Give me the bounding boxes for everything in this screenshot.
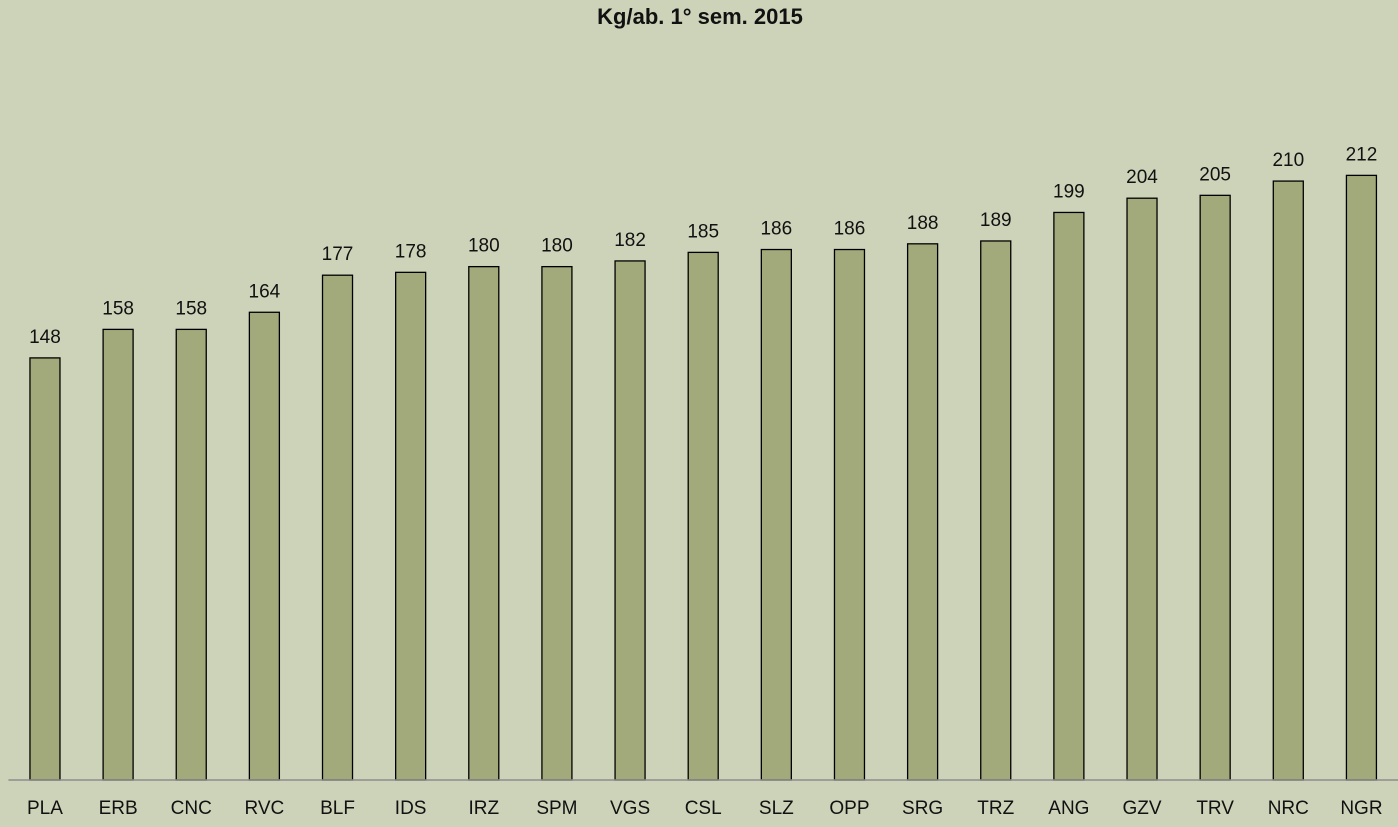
bar <box>687 251 719 781</box>
x-tick-label: ERB <box>99 798 138 819</box>
bar <box>760 248 792 781</box>
bar <box>541 265 573 781</box>
bar <box>980 240 1012 781</box>
bar <box>1126 197 1158 781</box>
bar <box>1053 211 1085 781</box>
data-label: 205 <box>1199 164 1231 185</box>
x-tick-label: SLZ <box>759 798 794 819</box>
bar <box>102 328 134 781</box>
bar <box>833 248 866 781</box>
bar <box>395 271 427 781</box>
x-tick-label: PLA <box>27 798 63 819</box>
bar <box>468 265 500 781</box>
x-tick-label: SPM <box>536 798 577 819</box>
x-tick-label: OPP <box>829 798 869 819</box>
data-label: 188 <box>907 213 939 234</box>
data-label: 210 <box>1272 150 1304 171</box>
chart-title: Kg/ab. 1° sem. 2015 <box>597 4 803 29</box>
data-label: 164 <box>249 281 281 302</box>
x-tick-label: VGS <box>610 798 650 819</box>
bar <box>321 274 354 781</box>
x-tick-label: TRV <box>1196 798 1234 819</box>
x-tick-label: RVC <box>244 798 284 819</box>
bar <box>614 260 646 781</box>
data-label: 180 <box>541 236 573 257</box>
data-label: 199 <box>1053 181 1085 202</box>
x-tick-label: NGR <box>1340 798 1382 819</box>
x-tick-label: TRZ <box>977 798 1014 819</box>
bar <box>1272 180 1304 781</box>
data-label: 180 <box>468 236 500 257</box>
data-label: 204 <box>1126 167 1158 188</box>
data-label: 182 <box>614 230 646 251</box>
bar <box>1199 194 1231 781</box>
data-label: 177 <box>322 244 354 265</box>
x-tick-label: IRZ <box>468 798 499 819</box>
data-label: 186 <box>834 219 866 240</box>
x-tick-label: BLF <box>320 798 355 819</box>
data-label: 212 <box>1346 144 1378 165</box>
data-label: 186 <box>760 219 792 240</box>
x-tick-label: CNC <box>171 798 212 819</box>
data-label: 189 <box>980 210 1012 231</box>
x-tick-label: NRC <box>1268 798 1309 819</box>
bar <box>175 328 207 781</box>
data-label: 158 <box>102 298 134 319</box>
x-tick-label: CSL <box>685 798 722 819</box>
data-label: 185 <box>687 221 719 242</box>
bar <box>906 243 939 781</box>
bar <box>1345 174 1378 781</box>
data-label: 148 <box>29 327 61 348</box>
x-tick-label: IDS <box>395 798 427 819</box>
bar <box>29 357 61 781</box>
bar <box>248 311 281 781</box>
x-tick-label: GZV <box>1122 798 1161 819</box>
x-tick-label: SRG <box>902 798 943 819</box>
data-label: 158 <box>175 298 207 319</box>
x-tick-label: ANG <box>1048 798 1089 819</box>
data-label: 178 <box>395 241 427 262</box>
